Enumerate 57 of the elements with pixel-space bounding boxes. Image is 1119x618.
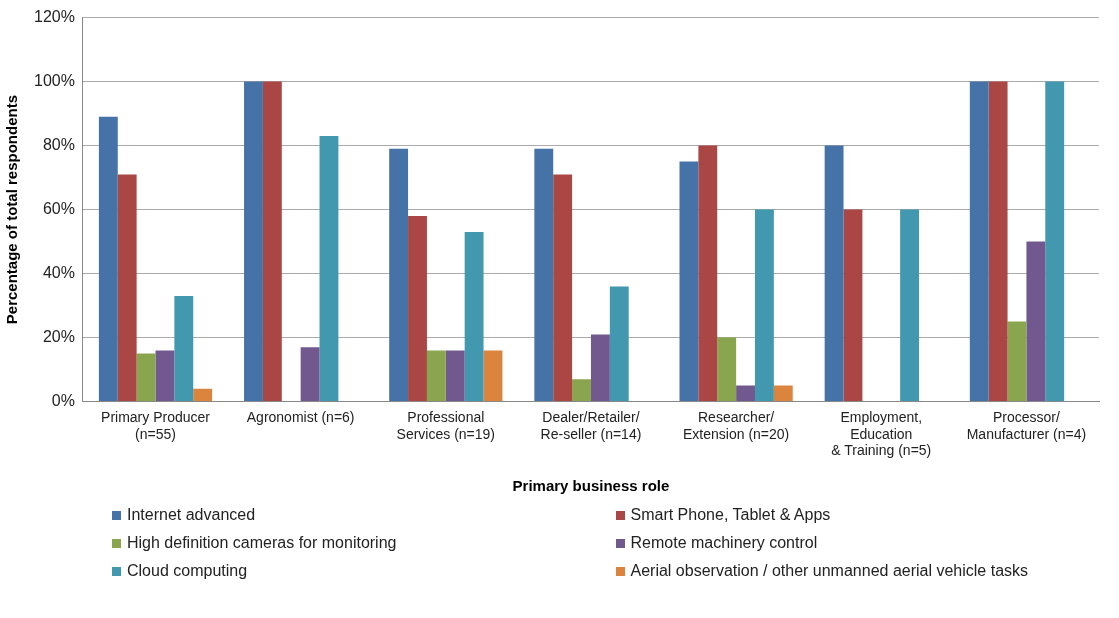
x-tick-label: Researcher/ Extension (n=20) (683, 408, 790, 442)
legend-label: Internet advanced (127, 506, 256, 524)
bar (534, 148, 554, 402)
bar (319, 136, 339, 402)
bar (698, 145, 718, 402)
bar (754, 209, 774, 402)
y-tick-label: 40% (42, 264, 75, 282)
bar (717, 337, 737, 402)
bar (445, 350, 465, 402)
bar (1007, 321, 1027, 402)
bar (117, 174, 137, 402)
bar (773, 385, 793, 402)
bar (174, 296, 194, 402)
bar (900, 209, 920, 402)
bar (590, 334, 610, 402)
bar (1045, 81, 1065, 402)
bar (464, 232, 484, 402)
y-tick-label: 120% (34, 8, 75, 26)
bar (389, 148, 409, 402)
legend-label: Cloud computing (127, 562, 248, 580)
bar (736, 385, 755, 402)
x-tick-label: Primary Producer (n=55) (101, 408, 211, 442)
bar (679, 161, 699, 402)
legend-label: Smart Phone, Tablet & Apps (630, 506, 831, 524)
x-tick-label: Employment, Education & Training (n=5) (831, 408, 932, 459)
bar (483, 350, 503, 402)
bar (426, 350, 446, 402)
bar (969, 81, 989, 402)
bar (262, 81, 282, 402)
bar (300, 347, 320, 402)
y-tick-label: 60% (42, 200, 75, 218)
bar (843, 209, 863, 402)
bar (1026, 241, 1046, 402)
bar (988, 81, 1008, 402)
legend-label: Aerial observation / other unmanned aerial vehicle tasks (630, 562, 1029, 580)
bar (824, 145, 844, 402)
x-tick-label: Dealer/Retailer/ Re-seller (n=14) (540, 408, 642, 442)
y-tick-label: 80% (42, 136, 75, 154)
bar (572, 379, 591, 402)
legend-label: Remote machinery control (630, 534, 818, 552)
x-tick-label: Professional Services (n=19) (396, 408, 496, 442)
bar (98, 116, 118, 402)
bar (136, 353, 156, 402)
bar (553, 174, 573, 402)
y-tick-label: 20% (42, 328, 75, 346)
x-axis-title: Primary business role (512, 477, 670, 495)
bar (609, 286, 629, 402)
y-tick-label: 0% (51, 392, 75, 410)
x-tick-label: Processor/ Manufacturer (n=4) (966, 408, 1087, 442)
bar (408, 216, 427, 402)
bar (244, 81, 263, 402)
bar (193, 388, 213, 402)
y-tick-label: 100% (34, 72, 75, 90)
bar (155, 350, 175, 402)
legend-label: High definition cameras for monitoring (127, 534, 397, 552)
y-axis-title: Percentage of total respondents (3, 94, 21, 325)
x-tick-label: Agronomist (n=6) (246, 408, 355, 425)
